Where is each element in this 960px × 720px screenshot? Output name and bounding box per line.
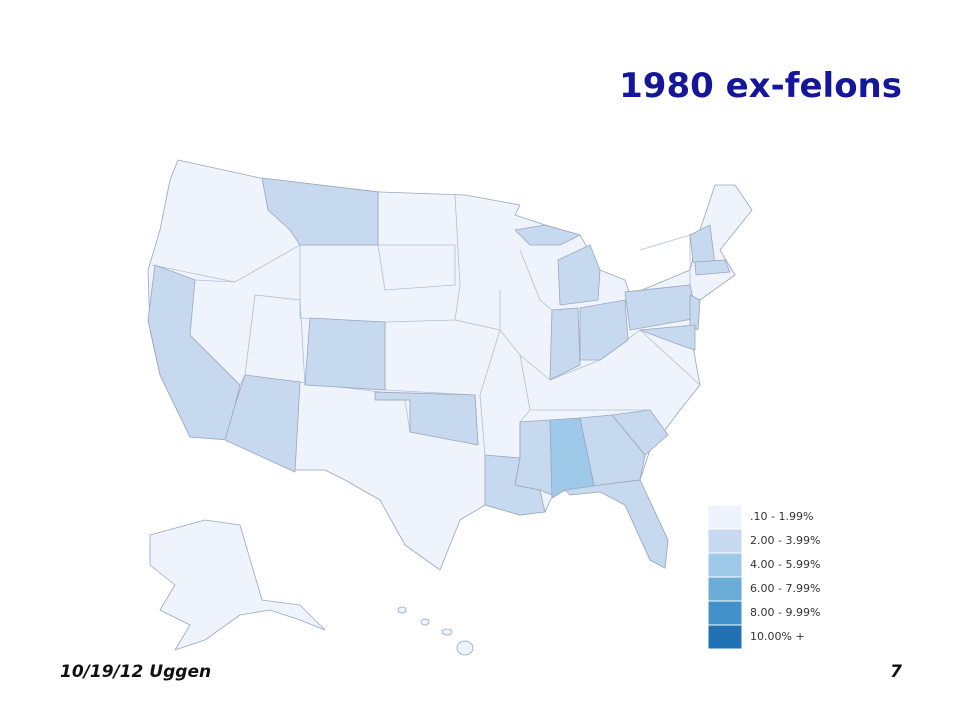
hawaii-oahu [420,618,430,626]
legend: .10 - 1.99% 2.00 - 3.99% 4.00 - 5.99% 6.00 … [707,504,820,650]
new-jersey [689,294,701,331]
oklahoma [374,391,479,446]
legend-swatch [707,552,743,578]
legend-label: 6.00 - 7.99% [750,582,820,595]
legend-swatch [707,576,743,602]
michigan [557,244,601,306]
hawaii-kauai [397,606,407,614]
legend-label: 2.00 - 3.99% [750,534,820,547]
maryland [639,324,696,351]
us-map [147,159,753,656]
arizona [224,374,301,473]
legend-label: 8.00 - 9.99% [750,606,820,619]
florida [564,479,669,569]
indiana [549,307,581,381]
contiguous-us [147,159,753,571]
legend-swatch [707,600,743,626]
michigan-upper [514,224,581,246]
hawaii [456,640,474,656]
massachusetts [694,259,731,276]
legend-swatch [707,528,743,554]
legend-label: 10.00% + [750,630,805,643]
slide-title: 1980 ex-felons [619,66,902,106]
page-number: 7 [890,662,902,682]
legend-label: .10 - 1.99% [750,510,813,523]
mississippi [514,419,553,496]
south-carolina [611,409,669,456]
legend-label: 4.00 - 5.99% [750,558,820,571]
colorado [304,317,386,391]
legend-swatch [707,504,743,530]
hawaii-maui [441,628,453,636]
footer-date-author: 10/19/12 Uggen [60,662,212,682]
ohio [579,299,629,361]
montana [261,177,379,246]
alaska [149,519,326,651]
legend-swatch [707,624,743,650]
